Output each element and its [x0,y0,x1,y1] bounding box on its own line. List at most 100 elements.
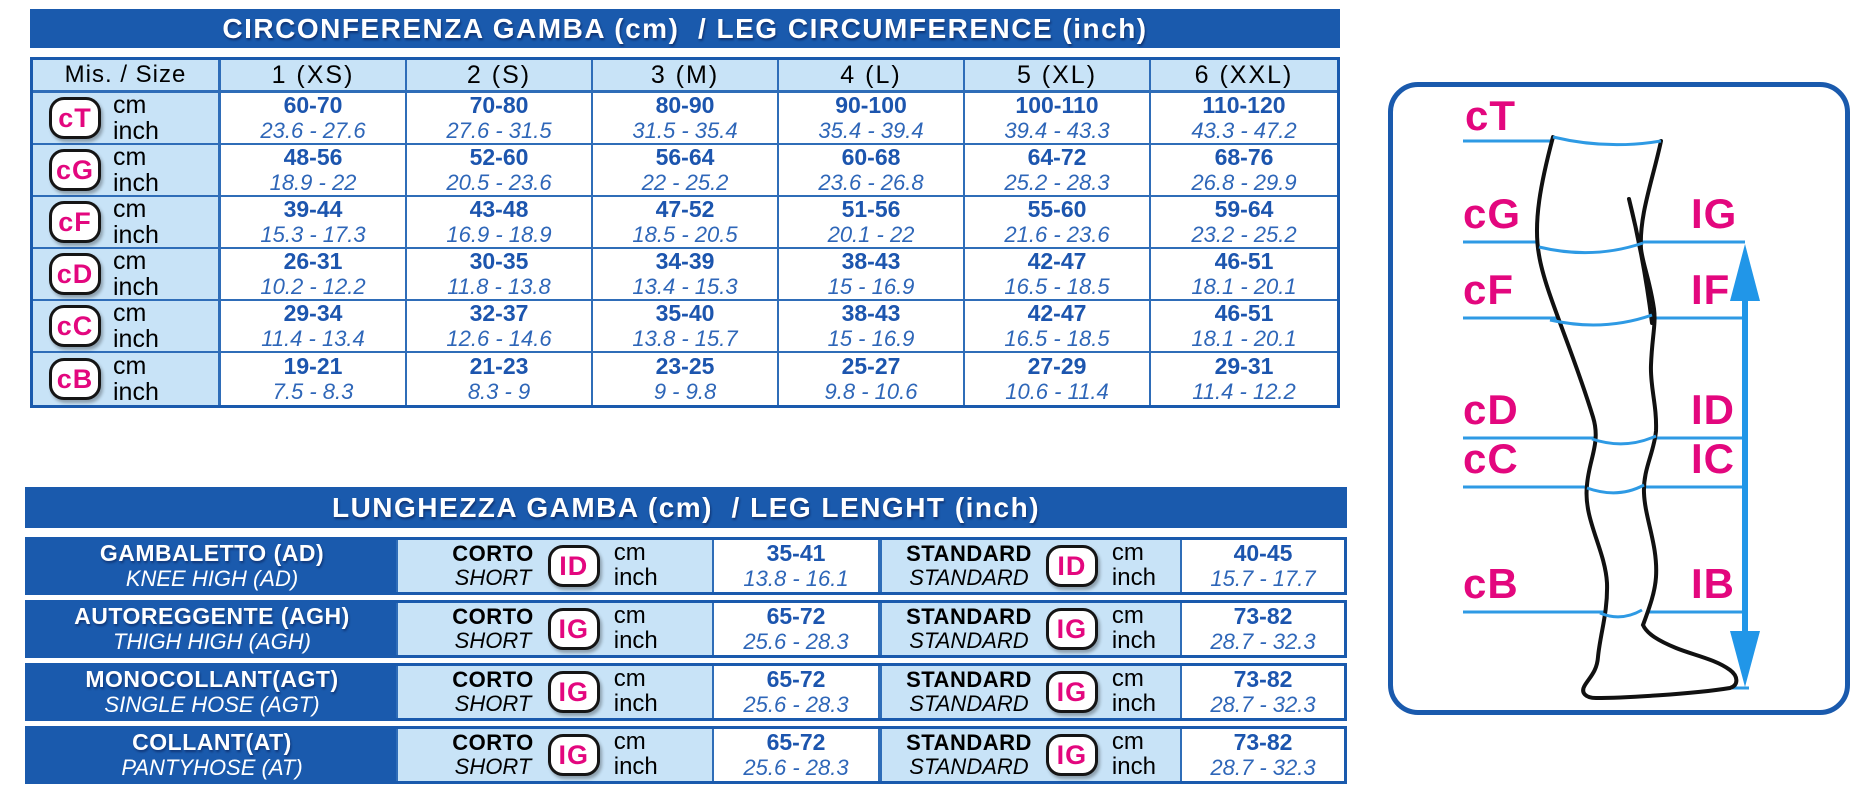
corner-header: Mis. / Size [33,60,221,93]
cm-range: 60-70 [283,91,343,118]
circ-cell-cB-6: 29-31 11.4 - 12.2 [1151,353,1337,405]
inch-range: 22 - 25.2 [641,169,729,195]
unit-cm: cm [113,299,147,327]
inch-range: 23.2 - 25.2 [1191,221,1297,247]
length-badge-IG: IG [1045,671,1098,713]
short-label-it: CORTO [452,604,534,630]
cm-range: 80-90 [655,91,715,118]
row-label-cC: cC cm inch [33,299,221,353]
short-label: CORTO SHORT [452,605,534,653]
cm-range: 100-110 [1015,91,1099,118]
inch-range: 15 - 16.9 [827,273,915,299]
circ-cell-cG-2: 52-60 20.5 - 23.6 [407,144,593,197]
units-cG: cm inch [113,144,159,196]
units-cT: cm inch [113,92,159,144]
cm-range: 35-40 [655,299,715,326]
garment-name-cell: GAMBALETTO (AD) KNEE HIGH (AD) [28,540,396,592]
short-label-it: CORTO [452,541,534,567]
standard-label-en: STANDARD [909,691,1029,716]
length-arrow-down-head [1730,631,1760,687]
measure-badge-cD: cD [49,253,101,295]
inner-thigh-line [1627,197,1654,325]
cm-range: 42-47 [1027,247,1087,274]
standard-option-cell: STANDARD STANDARD IG cm inch [880,603,1182,655]
circ-cell-cF-4: 51-56 20.1 - 22 [779,196,965,249]
row-label-cD: cD cm inch [33,248,221,301]
unit-inch: inch [613,753,658,780]
inch-range: 11.4 - 12.2 [1192,378,1296,404]
units-cB: cm inch [113,353,159,405]
short-label-en: SHORT [454,565,532,590]
unit-inch: inch [113,221,159,249]
inch-range: 28.7 - 32.3 [1210,754,1316,780]
short-value-cell: 65-72 25.6 - 28.3 [714,666,880,718]
standard-value-cell: 73-82 28.7 - 32.3 [1182,729,1344,781]
length-badge-ID: ID [547,545,600,587]
circ-cell-cG-3: 56-64 22 - 25.2 [593,144,779,197]
garment-name-en: SINGLE HOSE (AGT) [104,691,320,717]
short-label: CORTO SHORT [452,542,534,590]
diagram-label-cC: cC [1463,435,1519,482]
cm-range: 32-37 [469,299,529,326]
unit-cm: cm [113,143,147,171]
inch-range: 12.6 - 14.6 [446,325,552,351]
inch-range: 18.1 - 20.1 [1191,325,1297,351]
inch-range: 20.1 - 22 [827,221,915,247]
unit-cm: cm [1111,539,1144,567]
circ-cell-cC-5: 42-47 16.5 - 18.5 [965,300,1151,353]
garment-name-it: COLLANT(AT) [132,729,292,756]
inch-range: 39.4 - 43.3 [1004,117,1110,143]
cm-range: 68-76 [1214,143,1274,170]
cm-range: 65-72 [766,602,826,629]
cm-range: 38-43 [841,299,901,326]
short-label: CORTO SHORT [452,668,534,716]
leg-measurement-diagram: cT cG cF cD cC cB IG IF ID IC IB [1388,82,1850,715]
unit-cm: cm [113,247,147,275]
unit-cm: cm [613,539,646,567]
unit-inch: inch [113,117,159,145]
diagram-label-cF: cF [1463,266,1515,313]
standard-label-it: STANDARD [906,667,1032,693]
length-badge-IG: IG [547,734,600,776]
circ-cell-cD-5: 42-47 16.5 - 18.5 [965,247,1151,301]
standard-value-cell: 73-82 28.7 - 32.3 [1182,666,1344,718]
inch-range: 23.6 - 27.6 [260,117,366,143]
arc-cB [1599,608,1643,619]
cm-range: 23-25 [655,352,715,379]
garment-name-cell: COLLANT(AT) PANTYHOSE (AT) [28,729,396,781]
leg-fill [1536,137,1737,698]
cm-range: 47-52 [655,195,715,222]
unit-inch: inch [113,378,159,406]
cm-range: 19-21 [283,352,343,379]
row-label-cT: cT cm inch [33,92,221,145]
cm-range: 29-34 [283,299,343,326]
short-label-en: SHORT [454,754,532,779]
inch-range: 18.5 - 20.5 [632,221,738,247]
unit-inch: inch [613,564,658,591]
inch-range: 28.7 - 32.3 [1210,628,1316,654]
circ-cell-cB-3: 23-25 9 - 9.8 [593,353,779,405]
standard-option-cell: STANDARD STANDARD IG cm inch [880,666,1182,718]
standard-option-cell: STANDARD STANDARD ID cm inch [880,540,1182,592]
units: cm inch [613,539,658,591]
cm-range: 38-43 [841,247,901,274]
inch-range: 11.4 - 13.4 [261,325,365,351]
unit-cm: cm [1111,728,1144,756]
circumference-title-bar: CIRCONFERENZA GAMBA (cm) / LEG CIRCUMFER… [30,9,1340,48]
standard-label-it: STANDARD [906,604,1032,630]
inch-range: 20.5 - 23.6 [446,169,552,195]
circ-cell-cB-1: 19-21 7.5 - 8.3 [221,353,407,405]
inch-range: 13.4 - 15.3 [632,273,738,299]
circ-cell-cD-1: 26-31 10.2 - 12.2 [221,248,407,301]
size-header-5: 5 (XL) [965,60,1151,93]
short-option-cell: CORTO SHORT IG cm inch [396,729,714,781]
units-cD: cm inch [113,248,159,300]
inch-range: 10.2 - 12.2 [260,273,366,299]
inch-range: 23.6 - 26.8 [818,169,924,195]
circ-cell-cF-3: 47-52 18.5 - 20.5 [593,195,779,249]
inch-range: 15.3 - 17.3 [260,221,366,247]
circ-cell-cC-2: 32-37 12.6 - 14.6 [407,299,593,353]
size-header-6: 6 (XXL) [1151,60,1337,93]
circ-cell-cF-2: 43-48 16.9 - 18.9 [407,196,593,249]
circ-cell-cC-6: 46-51 18.1 - 20.1 [1151,300,1337,353]
